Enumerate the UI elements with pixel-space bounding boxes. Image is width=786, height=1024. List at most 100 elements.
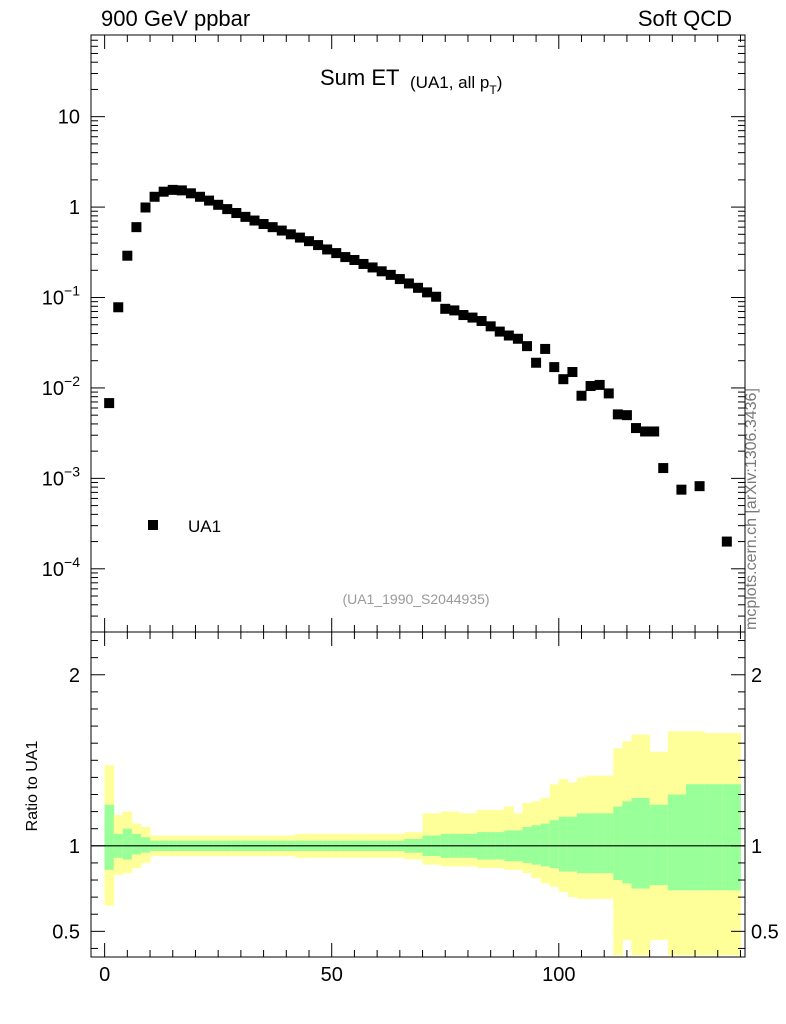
data-point: [131, 222, 142, 233]
data-point: [531, 357, 542, 368]
data-point: [576, 390, 587, 401]
y-tick-label-base: 10: [42, 468, 64, 490]
data-point: [603, 388, 614, 399]
header-process-label: 900 GeV ppbar: [101, 6, 251, 31]
main-plot-axis-ticks: [91, 34, 745, 633]
data-point: [222, 204, 233, 215]
data-point: [285, 229, 296, 240]
ratio-plot-x-tick-labels: 0 50 100: [99, 964, 575, 986]
inner-band-bin: [631, 797, 642, 889]
data-point: [721, 536, 732, 547]
y-tick-label-base: 10: [42, 559, 64, 581]
inner-band-bin: [595, 813, 605, 874]
data-point: [204, 195, 215, 206]
data-point: [331, 248, 342, 259]
data-point: [313, 240, 324, 251]
data-point: [185, 188, 196, 199]
data-point: [195, 191, 205, 202]
data-point: [649, 426, 660, 437]
inner-band-bin: [549, 820, 560, 869]
inner-band-bin: [649, 804, 669, 886]
data-point: [158, 186, 169, 197]
y-tick-label-exponent: −1: [64, 283, 80, 299]
data-point: [694, 481, 705, 492]
inner-band-bin: [622, 801, 632, 884]
inner-band-bin: [131, 833, 142, 855]
main-plot-frame: [90, 34, 746, 633]
data-point: [476, 315, 487, 326]
data-point: [567, 367, 578, 378]
analysis-watermark: (UA1_1990_S2044935): [342, 591, 489, 607]
ratio-plot-frame: [90, 631, 746, 958]
ratio-y-tick-label-right: 2: [751, 665, 762, 687]
data-point: [176, 185, 187, 196]
ratio-y-tick-label-right: 1: [751, 836, 762, 858]
plot-title-qualifier-end: ): [497, 73, 503, 92]
data-point: [213, 199, 224, 210]
x-tick-label: 100: [542, 964, 575, 986]
data-point: [440, 303, 451, 314]
inner-band-bin: [122, 828, 133, 860]
data-point: [376, 266, 387, 277]
data-point: [485, 321, 496, 332]
inner-band-bin: [586, 813, 596, 874]
inner-band-bin: [140, 837, 151, 853]
y-tick-label-base: 10: [42, 288, 64, 310]
inner-band-bin: [531, 825, 542, 865]
ratio-y-axis-label: Ratio to UA1: [24, 741, 41, 832]
data-point: [231, 208, 242, 219]
y-tick-label-base: 10: [58, 107, 80, 129]
plot-title-qualifier: (UA1, all pT): [410, 73, 502, 97]
x-tick-label: 50: [321, 964, 343, 986]
data-point: [467, 312, 478, 323]
data-point: [294, 232, 305, 243]
data-point: [385, 269, 396, 280]
data-point: [621, 410, 632, 421]
data-point: [540, 343, 551, 354]
data-point: [512, 333, 523, 344]
data-point: [413, 282, 423, 293]
data-point: [458, 310, 469, 321]
data-point: [149, 191, 160, 202]
data-point: [322, 244, 333, 255]
data-point: [104, 398, 115, 409]
header-category-label: Soft QCD: [637, 6, 732, 31]
data-point: [122, 250, 133, 261]
data-point: [494, 326, 505, 337]
data-point: [431, 291, 442, 302]
data-point: [640, 426, 651, 437]
y-tick-label: 1: [69, 197, 80, 219]
plot-title-qualifier-index: T: [489, 83, 497, 97]
data-point: [358, 258, 369, 269]
data-point: [258, 219, 269, 230]
y-tick-label: 10−2: [42, 373, 80, 400]
inner-band-bin: [567, 816, 578, 872]
y-tick-label: 10−1: [42, 283, 80, 310]
data-point: [503, 330, 514, 341]
ratio-y-tick-label-right: 0.5: [751, 921, 779, 943]
ratio-uncertainty-bands: [104, 731, 741, 956]
data-point: [612, 409, 623, 420]
data-point: [631, 423, 641, 434]
inner-band-bin: [558, 816, 569, 872]
inner-band-bin: [522, 827, 533, 863]
ratio-plot-y-tick-labels: 0.5 0.5 1 1 2 2: [52, 665, 779, 944]
data-point: [394, 274, 405, 285]
ratio-y-tick-label-left: 2: [69, 665, 80, 687]
inner-band-bin: [576, 813, 587, 874]
inner-band-bin: [613, 806, 623, 881]
plot-title-qualifier-text: (UA1, all p: [410, 73, 489, 92]
data-point: [594, 379, 605, 390]
inner-band-bin: [640, 797, 651, 889]
data-point: [422, 287, 433, 298]
data-point: [349, 254, 360, 265]
data-point: [676, 484, 687, 495]
data-point: [367, 262, 378, 273]
y-tick-label: 10−3: [42, 463, 80, 490]
y-tick-label-base: 1: [69, 197, 80, 219]
y-tick-label-exponent: −4: [64, 554, 80, 570]
y-tick-label-exponent: −3: [64, 463, 80, 479]
